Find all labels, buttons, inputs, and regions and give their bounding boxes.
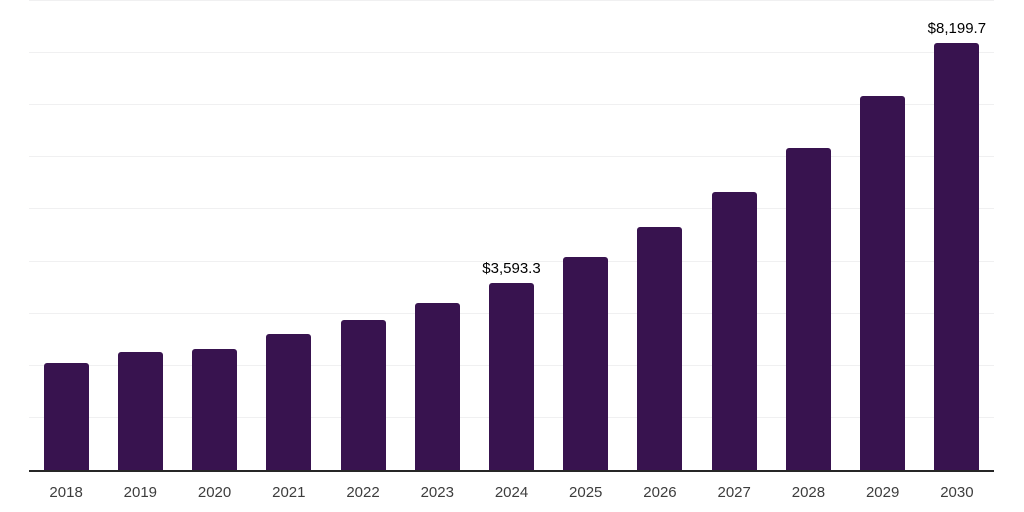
x-tick-label-2021: 2021 bbox=[272, 484, 306, 501]
x-axis-tick-labels: 2018 2019 2020 2021 2022 2023 2024 2025 2026 2027… bbox=[29, 484, 994, 502]
bar-value-label-2024: $3,593.3 bbox=[482, 259, 541, 277]
x-tick-label-2025: 2025 bbox=[569, 484, 603, 501]
bar-2021 bbox=[266, 334, 312, 470]
x-tick-label-2027: 2027 bbox=[717, 484, 751, 501]
x-tick-label-2024: 2024 bbox=[494, 484, 529, 501]
bar-2029 bbox=[860, 96, 906, 470]
gridline-5000 bbox=[29, 208, 994, 210]
gridline-6000 bbox=[29, 156, 994, 158]
x-tick-label-2023: 2023 bbox=[420, 484, 454, 501]
x-tick-label-2029: 2029 bbox=[865, 484, 900, 501]
x-tick-label-2030: 2030 bbox=[940, 484, 974, 501]
x-tick-label-2019: 2019 bbox=[123, 484, 158, 501]
x-tick-label-2026: 2026 bbox=[643, 484, 677, 501]
gridline-8000 bbox=[29, 52, 994, 54]
gridline-7000 bbox=[29, 104, 994, 106]
bar-2026 bbox=[637, 227, 683, 470]
bar-2018 bbox=[43, 362, 89, 470]
x-tick-label-2022: 2022 bbox=[346, 484, 380, 501]
plot-area: $3,593.3 $8,199.7 bbox=[29, 0, 994, 470]
gridline-4000 bbox=[29, 260, 994, 262]
bar-2019 bbox=[117, 352, 163, 470]
bar-value-label-2030: $8,199.7 bbox=[927, 19, 987, 37]
x-axis-line bbox=[29, 470, 994, 472]
x-tick-label-2018: 2018 bbox=[49, 484, 83, 501]
bar-2024 bbox=[489, 282, 534, 470]
bar-2023 bbox=[414, 303, 460, 470]
bar-2020 bbox=[192, 348, 238, 470]
bar-2025 bbox=[563, 256, 609, 470]
bar-2022 bbox=[340, 320, 386, 470]
x-tick-label-2020: 2020 bbox=[197, 484, 232, 501]
gridline-9000 bbox=[29, 0, 994, 1]
bar-2028 bbox=[785, 148, 831, 470]
bar-2030 bbox=[934, 42, 980, 470]
bar-2027 bbox=[711, 191, 757, 470]
x-tick-label-2028: 2028 bbox=[791, 484, 826, 501]
